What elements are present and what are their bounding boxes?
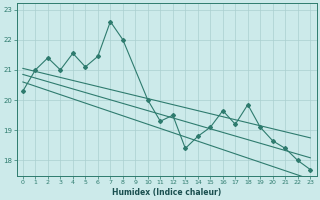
X-axis label: Humidex (Indice chaleur): Humidex (Indice chaleur)	[112, 188, 221, 197]
